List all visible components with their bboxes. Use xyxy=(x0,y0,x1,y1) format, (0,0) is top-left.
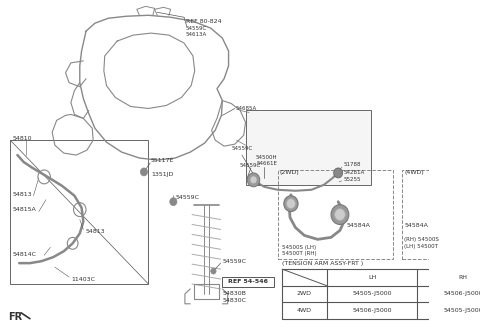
Text: 54500H: 54500H xyxy=(255,154,277,159)
Circle shape xyxy=(430,205,448,224)
Text: FR: FR xyxy=(9,312,23,322)
Text: 54559C: 54559C xyxy=(231,146,252,151)
Text: 54506-J5000: 54506-J5000 xyxy=(444,291,480,297)
Text: 54559C: 54559C xyxy=(186,26,207,31)
Text: (2WD): (2WD) xyxy=(279,171,299,175)
Text: 1351JD: 1351JD xyxy=(151,173,173,177)
Text: (LH) 54500T: (LH) 54500T xyxy=(404,244,438,249)
Text: 54505-J5000: 54505-J5000 xyxy=(444,308,480,313)
Text: 54506-J5000: 54506-J5000 xyxy=(352,308,392,313)
Text: 11403C: 11403C xyxy=(71,277,95,281)
Text: 54685A: 54685A xyxy=(236,106,257,111)
Bar xyxy=(402,170,480,259)
Text: 54559C: 54559C xyxy=(239,163,261,169)
Text: 54815A: 54815A xyxy=(12,207,36,212)
Bar xyxy=(246,111,371,185)
Text: REF 80-824: REF 80-824 xyxy=(186,19,221,24)
Text: 54500S (LH): 54500S (LH) xyxy=(282,245,316,250)
Circle shape xyxy=(331,205,349,224)
Text: 55117E: 55117E xyxy=(151,157,174,163)
Circle shape xyxy=(334,168,343,178)
Bar xyxy=(282,269,480,319)
Text: (4WD): (4WD) xyxy=(404,171,424,175)
Text: REF 54-546: REF 54-546 xyxy=(228,279,268,284)
Text: 54505-J5000: 54505-J5000 xyxy=(352,291,392,297)
Text: 54559C: 54559C xyxy=(222,259,246,264)
Text: 54281A: 54281A xyxy=(344,171,365,175)
Text: 54661E: 54661E xyxy=(256,161,277,167)
Text: 54559C: 54559C xyxy=(175,195,199,200)
Text: 54584A: 54584A xyxy=(347,223,371,228)
Text: 54813: 54813 xyxy=(12,192,32,197)
Bar xyxy=(222,277,274,287)
Bar xyxy=(277,170,394,259)
Text: 54830B: 54830B xyxy=(222,291,246,297)
Text: 54500T (RH): 54500T (RH) xyxy=(282,251,317,256)
Circle shape xyxy=(140,168,147,176)
Text: 54830C: 54830C xyxy=(222,298,246,303)
Circle shape xyxy=(287,199,295,209)
Text: 2WD: 2WD xyxy=(297,291,312,297)
Text: (RH) 54500S: (RH) 54500S xyxy=(404,237,439,242)
Circle shape xyxy=(433,209,444,220)
Text: 54810: 54810 xyxy=(12,136,32,141)
Circle shape xyxy=(284,196,298,212)
Text: 54584A: 54584A xyxy=(404,223,428,228)
Text: RH: RH xyxy=(459,275,468,280)
Text: 54813: 54813 xyxy=(86,229,106,234)
Text: 54613A: 54613A xyxy=(186,31,207,37)
Text: 51788: 51788 xyxy=(344,162,361,168)
Circle shape xyxy=(250,176,257,184)
Text: 54814C: 54814C xyxy=(12,252,36,257)
Circle shape xyxy=(247,173,260,187)
Bar xyxy=(10,140,148,284)
Circle shape xyxy=(335,209,345,220)
Circle shape xyxy=(170,198,177,206)
Text: 55255: 55255 xyxy=(344,177,361,182)
Text: LH: LH xyxy=(368,275,376,280)
Text: (TENSION ARM ASSY-FRT ): (TENSION ARM ASSY-FRT ) xyxy=(282,261,363,266)
Circle shape xyxy=(211,268,216,274)
Text: 4WD: 4WD xyxy=(297,308,312,313)
